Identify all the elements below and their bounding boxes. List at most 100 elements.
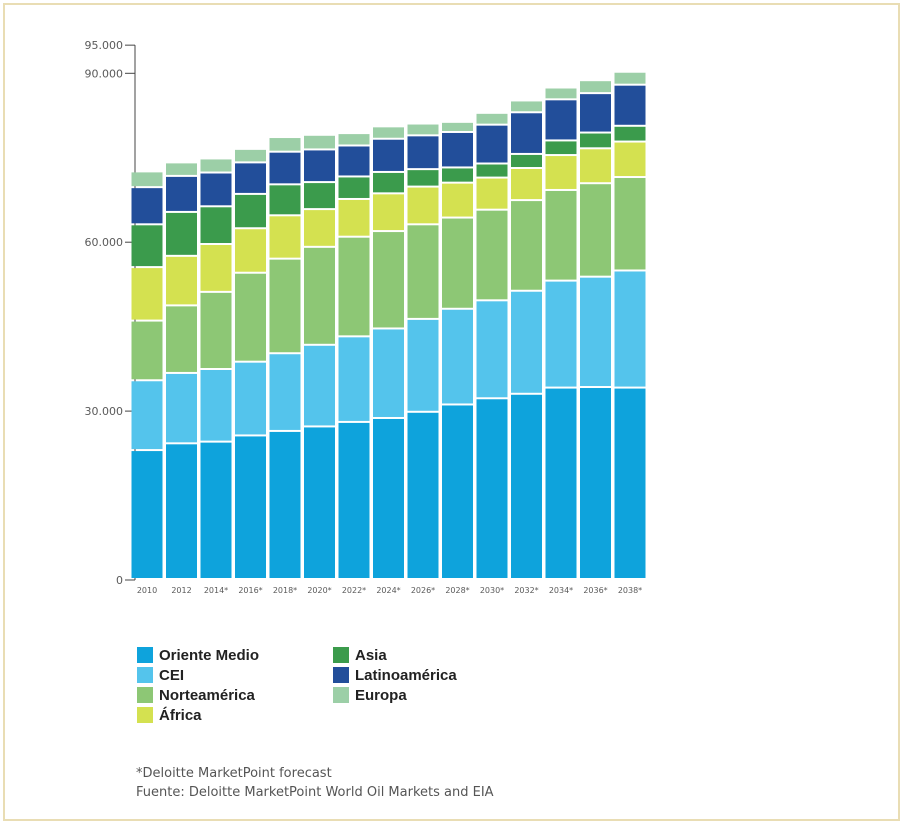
bar-segment: [614, 126, 646, 141]
legend-item: Latinoamérica: [333, 665, 457, 685]
bar-segment: [442, 309, 473, 404]
y-axis: 0 30.000 60.000 90.000 95.000: [85, 39, 136, 587]
forecast-note: *Deloitte MarketPoint forecast: [136, 766, 332, 781]
bar-segment: [442, 218, 473, 308]
legend-label: Latinoamérica: [355, 666, 457, 684]
bar-segment: [304, 247, 335, 344]
bar-segment: [511, 113, 542, 153]
legend-label: Europa: [355, 686, 407, 704]
bar-segment: [269, 431, 301, 578]
bar-segment: [166, 444, 197, 578]
legend-item: Norteamérica: [137, 685, 255, 705]
bar-segment: [304, 183, 335, 209]
x-tick-label: 2012: [171, 586, 191, 595]
bar-segment: [511, 101, 542, 112]
bar-segment: [338, 337, 370, 421]
bar-segment: [235, 163, 266, 193]
bar-segment: [580, 277, 611, 387]
x-axis-labels: 2010 2012 2014* 2016* 2018* 2020* 2022* 2024* 20…: [137, 586, 642, 595]
bar-segment: [580, 94, 611, 132]
bar-segment: [200, 207, 232, 244]
x-tick-label: 2032*: [514, 586, 538, 595]
bar-segment: [442, 168, 473, 182]
bar-segment: [166, 212, 197, 255]
bar-segment: [131, 188, 163, 224]
bar-segment: [545, 388, 577, 578]
x-tick-label: 2020*: [307, 586, 331, 595]
bar-segment: [269, 138, 301, 151]
bar-segment: [580, 81, 611, 93]
x-tick-label: 2028*: [445, 586, 469, 595]
x-tick-label: 2036*: [583, 586, 607, 595]
bar-segment: [476, 178, 508, 209]
bar-segment: [442, 132, 473, 167]
bar-segment: [166, 176, 197, 211]
bar-segment: [269, 259, 301, 353]
legend-swatch: [137, 667, 153, 683]
bar-segment: [200, 292, 232, 369]
bar-segment: [373, 139, 404, 171]
x-tick-label: 2022*: [342, 586, 366, 595]
bar-segment: [614, 178, 646, 270]
bar-segment: [235, 436, 266, 578]
bar-segment: [614, 72, 646, 84]
legend-swatch: [137, 707, 153, 723]
legend-label: Asia: [355, 646, 387, 664]
legend-item: Europa: [333, 685, 407, 705]
bar-segment: [166, 306, 197, 372]
bar-segment: [580, 133, 611, 148]
bar-segment: [235, 229, 266, 272]
bar-segment: [511, 154, 542, 168]
x-tick-label: 2016*: [238, 586, 262, 595]
figure-frame: [3, 3, 900, 821]
bar-segment: [338, 134, 370, 145]
bar-segment: [304, 427, 335, 578]
bar-segment: [373, 194, 404, 231]
bar-segment: [373, 418, 404, 578]
bar-segment: [476, 210, 508, 300]
legend-swatch: [137, 687, 153, 703]
bar-segment: [545, 156, 577, 189]
bar-segment: [131, 225, 163, 267]
bar-segment: [614, 85, 646, 125]
y-tick-label: 30.000: [85, 405, 124, 418]
bar-segment: [200, 159, 232, 172]
bar-segment: [511, 394, 542, 578]
x-tick-label: 2024*: [376, 586, 400, 595]
bar-segment: [373, 329, 404, 417]
legend-swatch: [333, 687, 349, 703]
legend-item: CEI: [137, 665, 184, 685]
bar-segment: [476, 301, 508, 398]
y-tick-label: 60.000: [85, 236, 124, 249]
bar-segment: [580, 184, 611, 276]
bar-segment: [304, 150, 335, 182]
bar-segment: [131, 381, 163, 450]
legend: Oriente Medio CEI Norteamérica África Asia La…: [137, 645, 557, 735]
bar-segment: [442, 405, 473, 578]
bar-segment: [338, 237, 370, 336]
legend-label: Norteamérica: [159, 686, 255, 704]
bar-segment: [545, 141, 577, 155]
y-tick-label: 0: [116, 574, 123, 587]
bar-segment: [373, 232, 404, 328]
legend-item: África: [137, 705, 202, 725]
bar-segment: [511, 169, 542, 200]
bar-segment: [166, 163, 197, 175]
notes: *Deloitte MarketPoint forecast Fuente: D…: [136, 764, 494, 802]
bar-segment: [166, 256, 197, 305]
bar-segment: [235, 149, 266, 162]
bar-segment: [442, 183, 473, 217]
bar-segment: [614, 388, 646, 578]
bar-segment: [166, 373, 197, 443]
bar-segment: [338, 146, 370, 176]
legend-item: Asia: [333, 645, 387, 665]
bar-segment: [200, 245, 232, 291]
bar-segment: [269, 354, 301, 430]
bar-segment: [131, 321, 163, 380]
legend-swatch: [333, 667, 349, 683]
legend-label: Oriente Medio: [159, 646, 260, 664]
bar-segment: [545, 281, 577, 387]
bar-segment: [580, 149, 611, 183]
bar-segment: [338, 177, 370, 198]
bar-segment: [614, 142, 646, 177]
